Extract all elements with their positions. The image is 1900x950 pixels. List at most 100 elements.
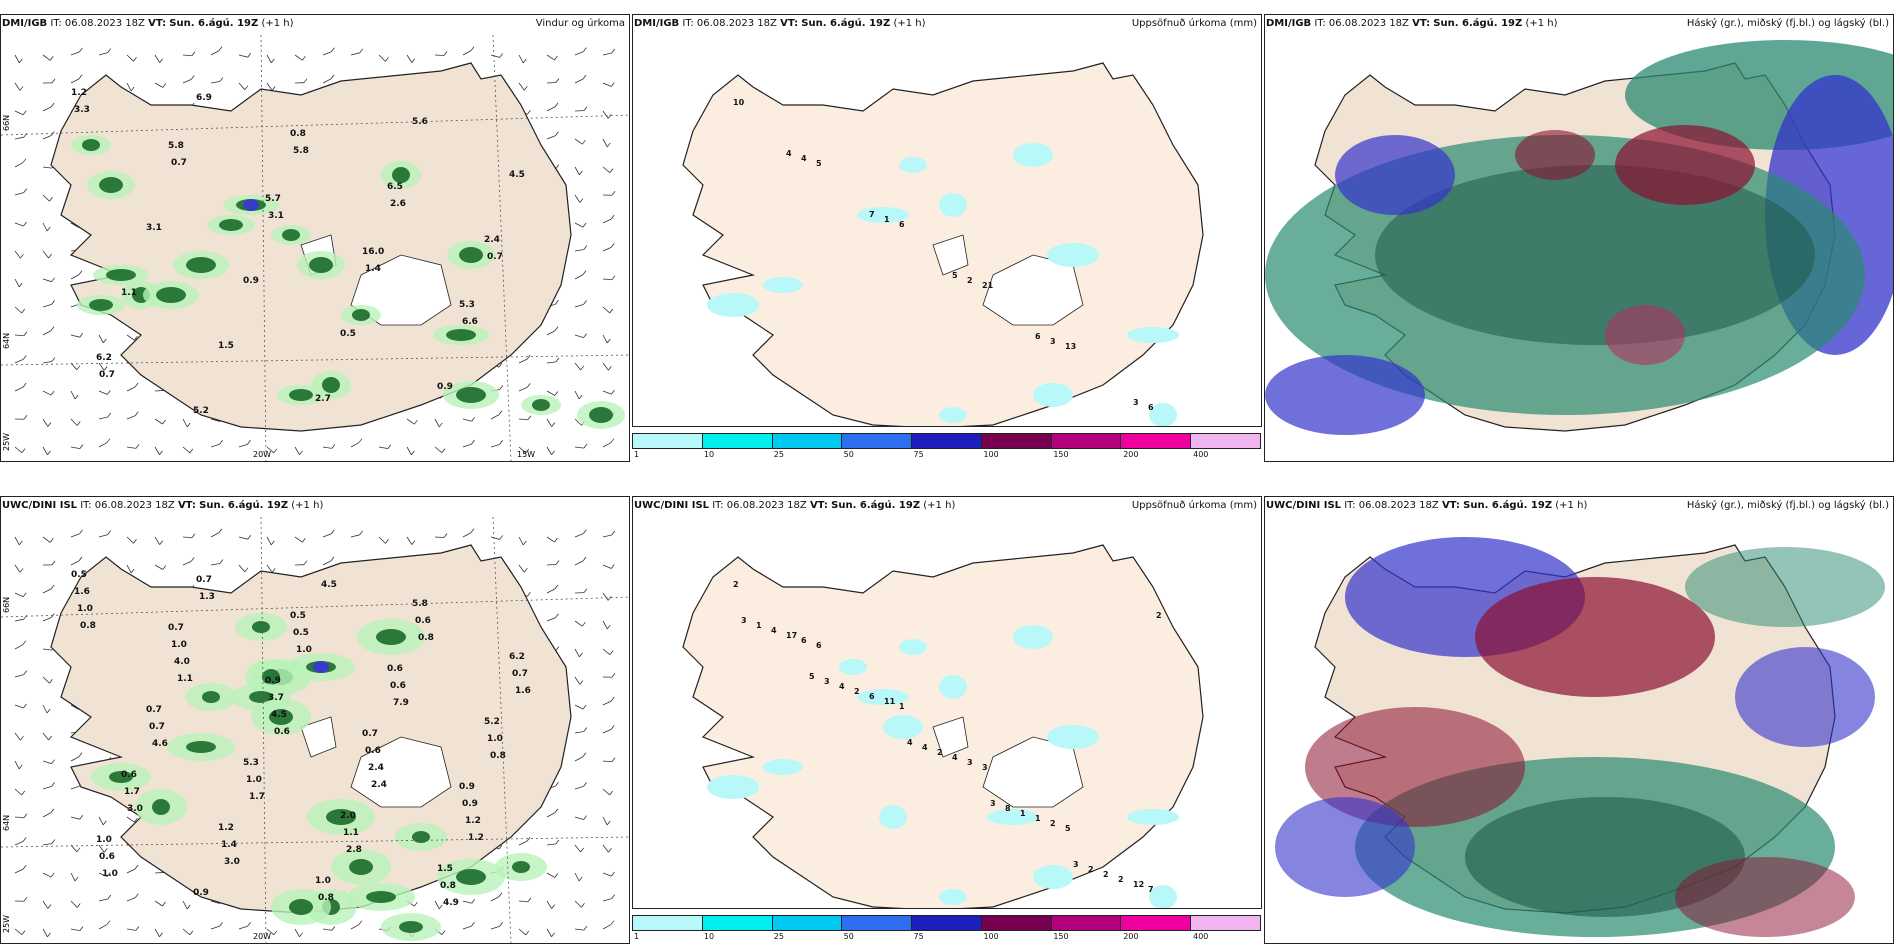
wind-barb-flag [359,48,364,54]
wind-barb-flag [162,419,166,425]
wind-barb [602,362,609,371]
wind-barb-flag [186,904,191,910]
wind-barb-flag [608,847,612,853]
wind-barb-flag [50,808,55,813]
wind-barb [126,446,136,449]
axis-label-lon25: 25W [2,433,11,451]
precip-value: 0.6 [365,746,381,756]
glaciers [932,234,1084,326]
wind-barb-flag [107,48,112,53]
wind-barb-flag [23,415,28,420]
wind-barb [462,532,472,538]
wind-barb-flag [247,439,251,445]
panel-uwc-cloud: UWC/DINI ISL IT: 06.08.2023 18Z VT: Sun.… [1264,496,1894,944]
accum-value: 3 [741,616,747,625]
wind-barb-flag [162,901,166,907]
wind-barb-flag [159,450,163,456]
wind-barb [406,54,413,63]
wind-barb [154,82,163,88]
wind-barb [378,536,386,544]
wind-barb [42,106,52,112]
precip-value: 5.3 [459,300,475,310]
wind-barb-flag [22,110,27,115]
wind-barb [602,390,612,395]
wind-barb-flag [582,752,587,757]
wind-barb-flag [106,390,111,395]
wind-barb [602,648,611,655]
wind-barb-flag [527,592,531,597]
wind-barb [70,274,80,280]
precip-value: 5.2 [193,406,209,416]
wind-barb-flag [244,85,249,91]
wind-barb-flag [551,904,556,909]
wind-barb [42,617,52,622]
wind-barb-flag [49,538,54,543]
wind-barb-flag [385,539,389,544]
precip-value: 2.7 [315,394,331,404]
precip-value: 2.0 [340,811,356,821]
colorbar-tick: 100 [983,450,999,459]
precip-heavy [89,299,113,311]
wind-barb [574,446,584,449]
precip-value: 0.9 [193,888,209,898]
wind-barb-flag [134,382,139,388]
colorbar-tick: 200 [1123,932,1139,941]
wind-barb [602,760,613,763]
precip-heavy [202,691,220,703]
wind-barb [350,52,360,56]
wind-barb-flag [51,560,56,566]
wind-barb-flag [582,139,586,145]
accum-value: 5 [816,159,822,168]
wind-barb [350,924,360,930]
wind-barb-flag [411,450,415,456]
wind-barb [98,334,104,344]
colorbar-tick: 10 [703,932,715,941]
precip-heavy [459,247,483,263]
axis-label-lon15: 15W [517,450,535,459]
wind-barb-flag [387,444,392,449]
accum-value: 7 [1148,885,1154,894]
wind-barb-flag [411,58,416,63]
wind-barb-flag [610,920,615,925]
wind-barb-flag [162,83,167,88]
precip-value: 5.2 [484,717,500,727]
wind-barb [602,816,608,826]
cloud-cover-map [1265,40,1893,435]
wind-barb [518,358,528,364]
wind-barb-flag [49,56,54,61]
wind-barb [210,50,220,56]
wind-barb-flag [579,198,584,203]
accum-area [987,809,1039,825]
wind-barb-flag [611,389,615,395]
wind-barb [546,564,557,566]
wind-barb-flag [19,568,24,573]
wind-barb [126,82,132,92]
accum-value: 5 [952,271,958,280]
wind-barb-flag [498,844,503,850]
colorbar-swatch [842,434,913,448]
wind-barb-flag [299,450,303,456]
wind-barb-flag [554,873,559,878]
accum-value: 4 [922,743,928,752]
wind-barb [210,532,220,538]
accum-value: 6 [1148,403,1154,412]
wind-barb [154,872,165,874]
wind-barb [42,760,52,765]
precip-heavy [219,219,243,231]
wind-barb-flag [609,308,614,314]
precip-heavy [249,691,273,703]
wind-barb [238,443,248,448]
wind-barb-flag [47,904,52,909]
wind-barb [14,306,22,314]
wind-barb [42,704,48,714]
accum-area [857,207,909,223]
wind-barb [42,194,50,202]
wind-barb [574,704,584,710]
precip-value: 1.5 [437,864,453,874]
wind-barb [98,442,108,448]
wind-barb-flag [22,864,27,870]
precip-value: 0.8 [418,633,434,643]
precip-value: 2.6 [390,199,406,209]
precip-heavy [532,399,550,411]
